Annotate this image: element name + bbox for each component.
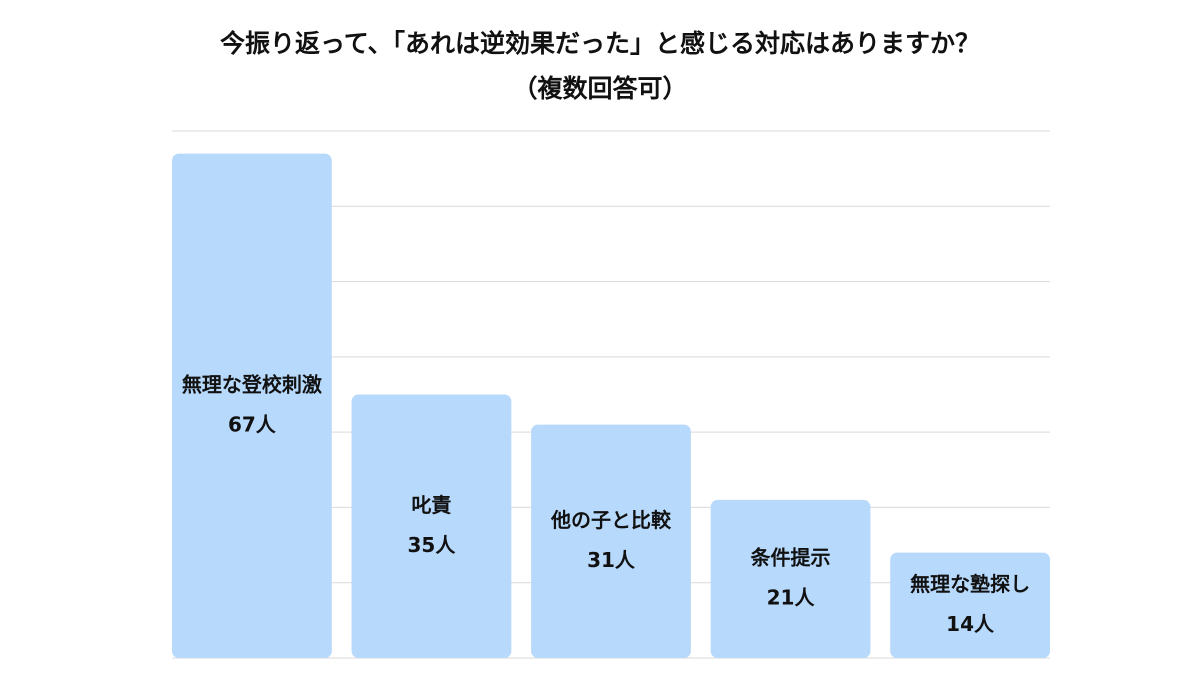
category-label: 無理な登校刺激: [182, 372, 322, 396]
value-label: 35人: [408, 533, 457, 557]
bar: [351, 394, 512, 658]
category-label: 無理な塾探し: [910, 572, 1030, 596]
category-label: 他の子と比較: [550, 508, 672, 532]
bar: [710, 499, 871, 658]
chart-title: 今振り返って、「あれは逆効果だった」と感じる対応はありますか？: [220, 29, 980, 58]
value-label: 21人: [767, 585, 816, 609]
chart-subtitle: （複数回答可）: [512, 74, 687, 103]
value-label: 14人: [946, 612, 995, 636]
value-label: 31人: [587, 548, 636, 572]
bar: [890, 552, 1050, 658]
value-label: 67人: [228, 412, 277, 436]
bar: [172, 153, 332, 659]
bar: [531, 424, 691, 658]
category-label: 条件提示: [751, 545, 831, 569]
category-label: 叱責: [411, 493, 451, 517]
